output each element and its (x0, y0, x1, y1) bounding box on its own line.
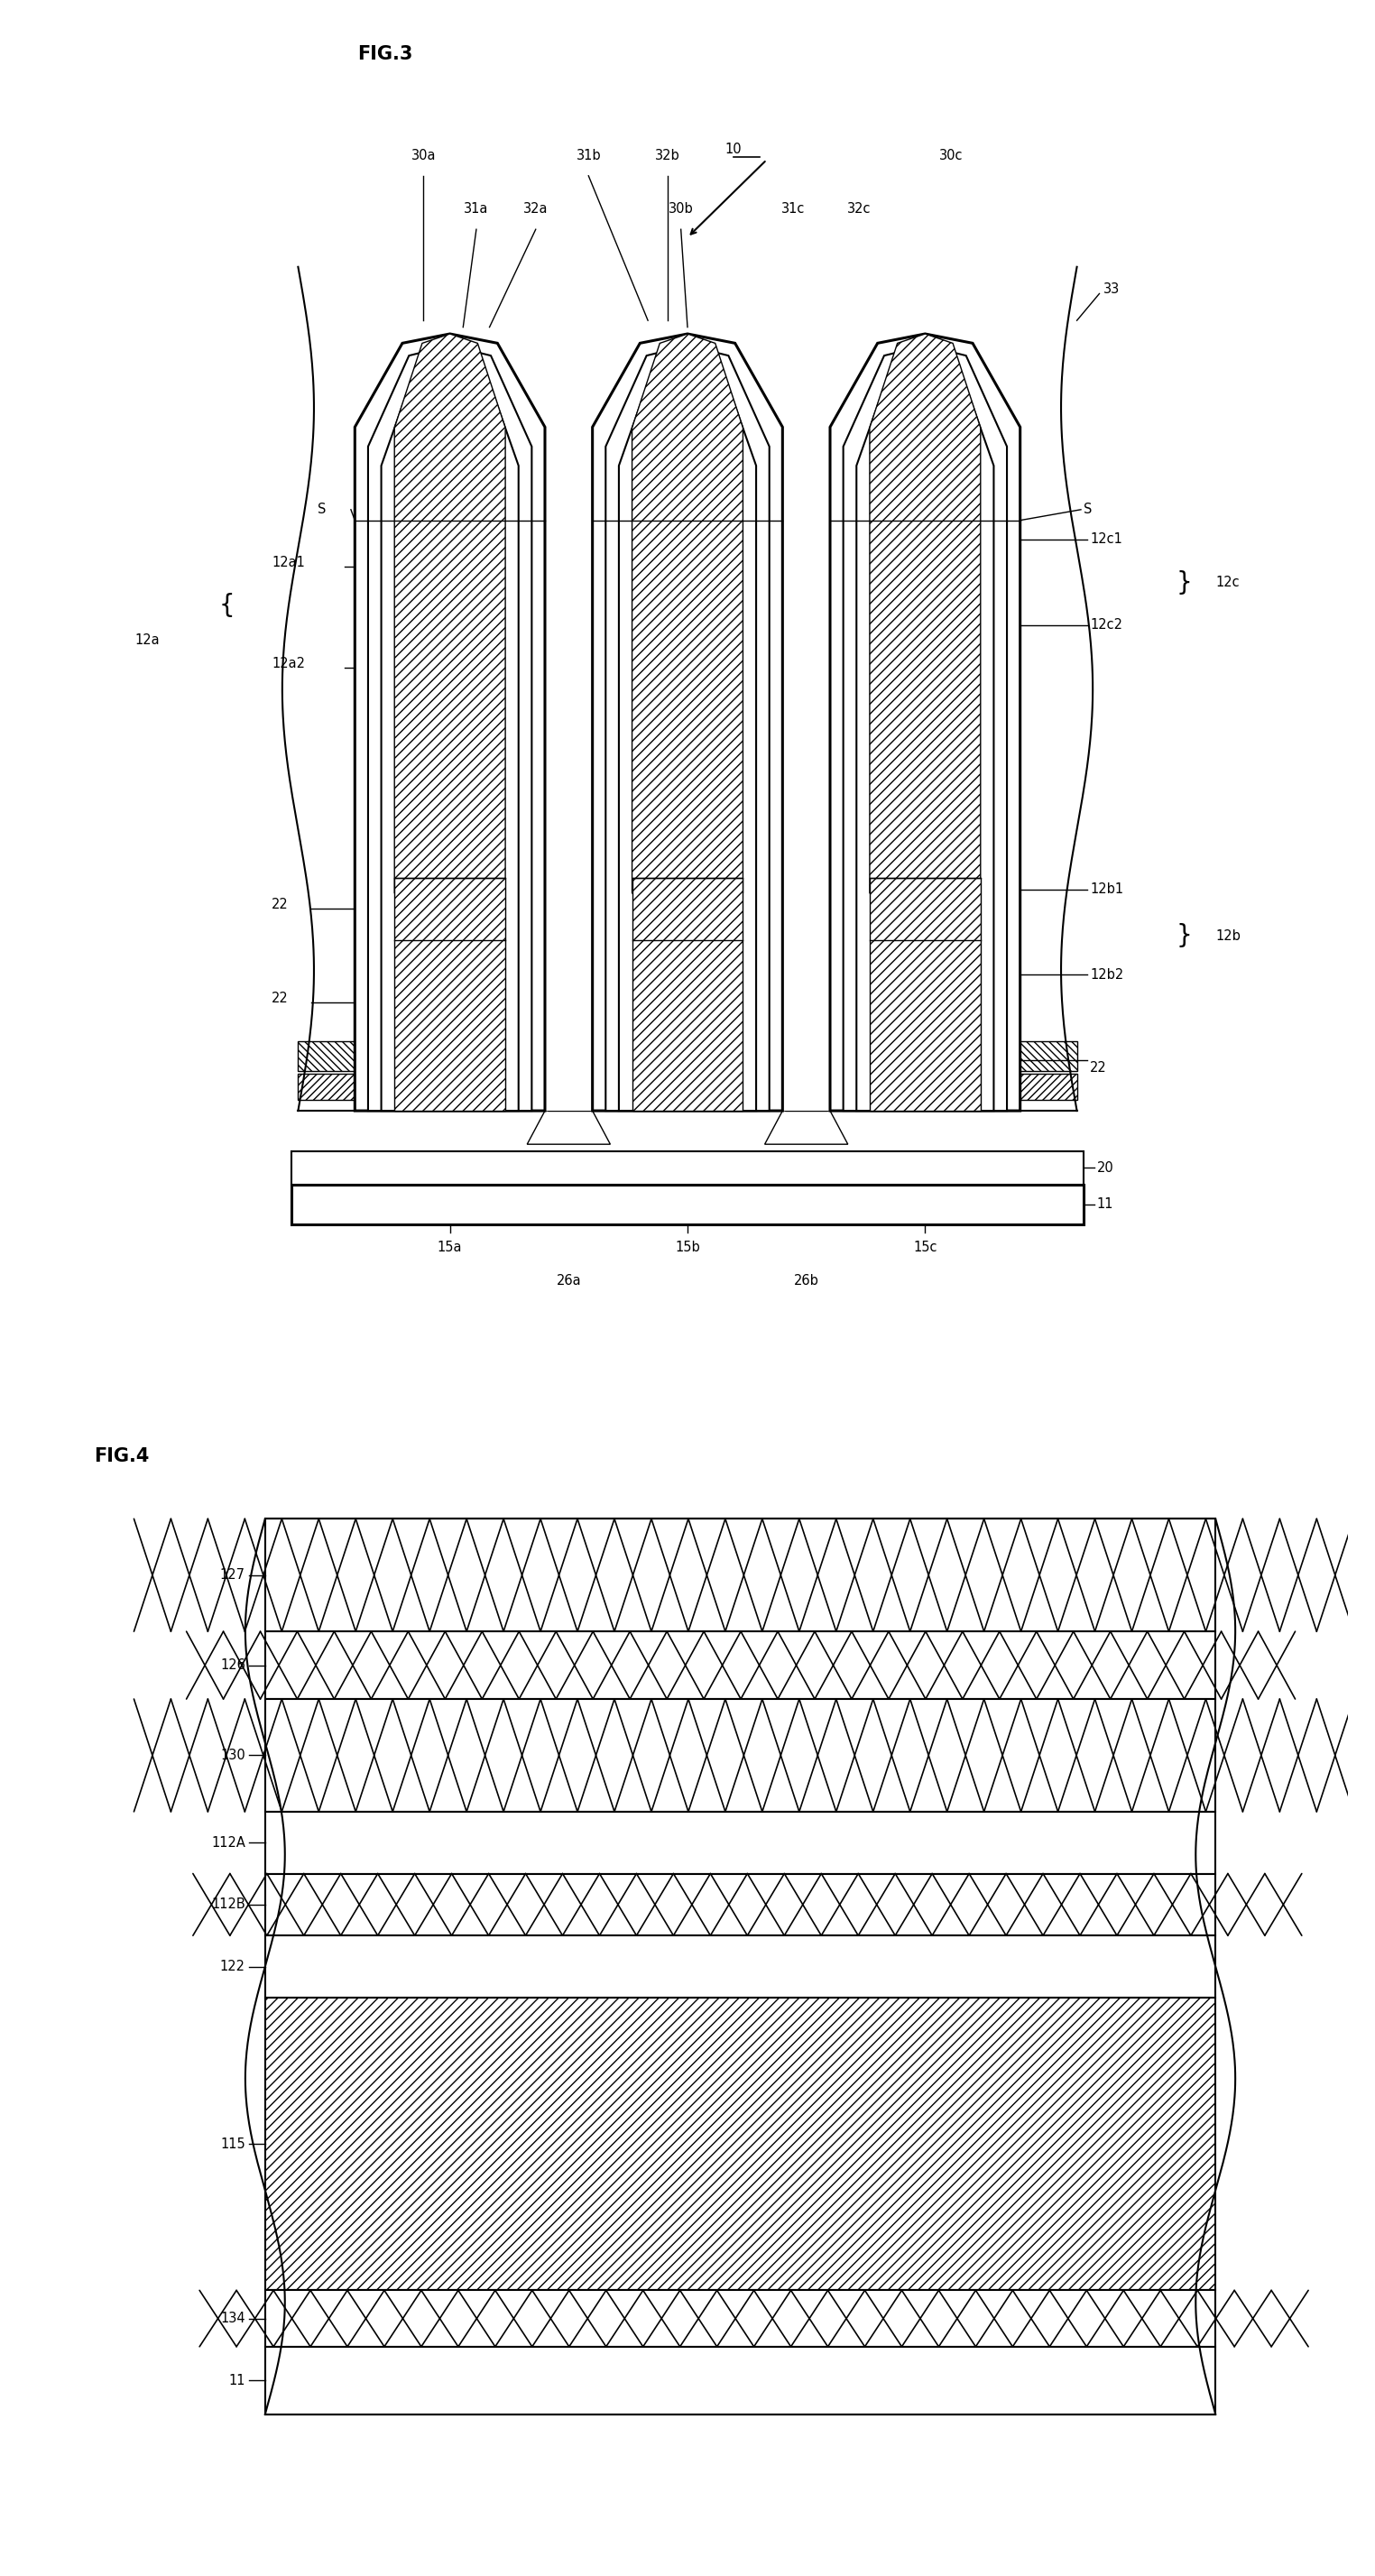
Polygon shape (843, 345, 1006, 1110)
Bar (265, 1996, 1216, 2290)
Text: 30b: 30b (668, 204, 693, 216)
Polygon shape (527, 1110, 610, 1144)
Text: 31b: 31b (576, 149, 601, 162)
Bar (265, 1935, 1216, 1996)
Bar (395, 878, 506, 1110)
Bar (292, 1151, 1084, 1185)
Bar (265, 1700, 1216, 1811)
Text: 12a2: 12a2 (272, 657, 305, 670)
Bar (547, 840, 590, 1110)
Text: 12b1: 12b1 (1090, 884, 1123, 896)
Text: 12b2: 12b2 (1090, 969, 1123, 981)
Text: 32a: 32a (524, 204, 549, 216)
Polygon shape (368, 345, 532, 1110)
Bar (265, 1631, 1216, 1700)
Text: 127: 127 (220, 1569, 245, 1582)
Polygon shape (857, 358, 994, 1110)
Bar (298, 1041, 1077, 1072)
Bar (785, 840, 828, 1110)
Text: S: S (1084, 502, 1092, 515)
Bar (265, 1811, 1216, 1873)
Bar (265, 1873, 1216, 1935)
Text: 33: 33 (1103, 283, 1119, 296)
Polygon shape (619, 358, 756, 1110)
Text: FIG.4: FIG.4 (94, 1448, 148, 1466)
Text: 20: 20 (1097, 1162, 1114, 1175)
Text: 11: 11 (1097, 1198, 1114, 1211)
Text: 12c1: 12c1 (1090, 533, 1122, 546)
Text: 12c: 12c (1216, 574, 1239, 590)
Text: 122: 122 (220, 1960, 245, 1973)
Text: 130: 130 (220, 1749, 245, 1762)
Text: 15a: 15a (437, 1242, 462, 1255)
Bar (298, 1074, 1077, 1100)
Text: }: } (1176, 922, 1192, 948)
Text: 30c: 30c (939, 149, 964, 162)
Text: S: S (318, 502, 326, 515)
Polygon shape (765, 1110, 848, 1144)
Text: 26a: 26a (557, 1275, 582, 1288)
Polygon shape (355, 335, 544, 1110)
Bar (292, 1185, 1084, 1224)
Polygon shape (633, 335, 743, 894)
Text: 15c: 15c (913, 1242, 936, 1255)
Text: 112B: 112B (212, 1899, 245, 1911)
Text: 11: 11 (228, 2372, 245, 2388)
Bar (265, 2347, 1216, 2414)
Text: 32c: 32c (847, 204, 870, 216)
Text: 12c2: 12c2 (1090, 618, 1122, 631)
Polygon shape (605, 345, 770, 1110)
Polygon shape (395, 335, 506, 894)
Text: 22: 22 (272, 992, 289, 1005)
Polygon shape (869, 335, 980, 894)
Text: 32b: 32b (654, 149, 681, 162)
Text: 112A: 112A (212, 1837, 245, 1850)
Text: 22: 22 (1090, 1061, 1107, 1074)
Text: 12b: 12b (1216, 930, 1240, 943)
Bar (544, 252, 593, 1110)
Bar (785, 335, 828, 840)
Text: 31c: 31c (781, 204, 804, 216)
Bar (265, 2290, 1216, 2347)
Bar (547, 335, 590, 840)
Polygon shape (381, 358, 518, 1110)
Polygon shape (593, 335, 782, 1110)
Bar (265, 1520, 1216, 1631)
Text: FIG.3: FIG.3 (358, 44, 412, 62)
Polygon shape (830, 335, 1020, 1110)
Text: 12a1: 12a1 (272, 556, 305, 569)
Text: {: { (219, 592, 235, 618)
Bar (869, 878, 980, 1110)
Text: 12a: 12a (135, 634, 160, 647)
Text: }: } (1176, 569, 1192, 595)
Text: 115: 115 (220, 2138, 245, 2151)
Text: 31a: 31a (463, 204, 488, 216)
Text: 15b: 15b (675, 1242, 700, 1255)
Text: 26b: 26b (793, 1275, 820, 1288)
Bar (633, 878, 743, 1110)
Text: 134: 134 (220, 2311, 245, 2326)
Bar (782, 252, 830, 1110)
Text: 10: 10 (725, 142, 742, 155)
Text: 30a: 30a (411, 149, 436, 162)
Text: 126: 126 (220, 1659, 245, 1672)
Text: 22: 22 (272, 899, 289, 912)
